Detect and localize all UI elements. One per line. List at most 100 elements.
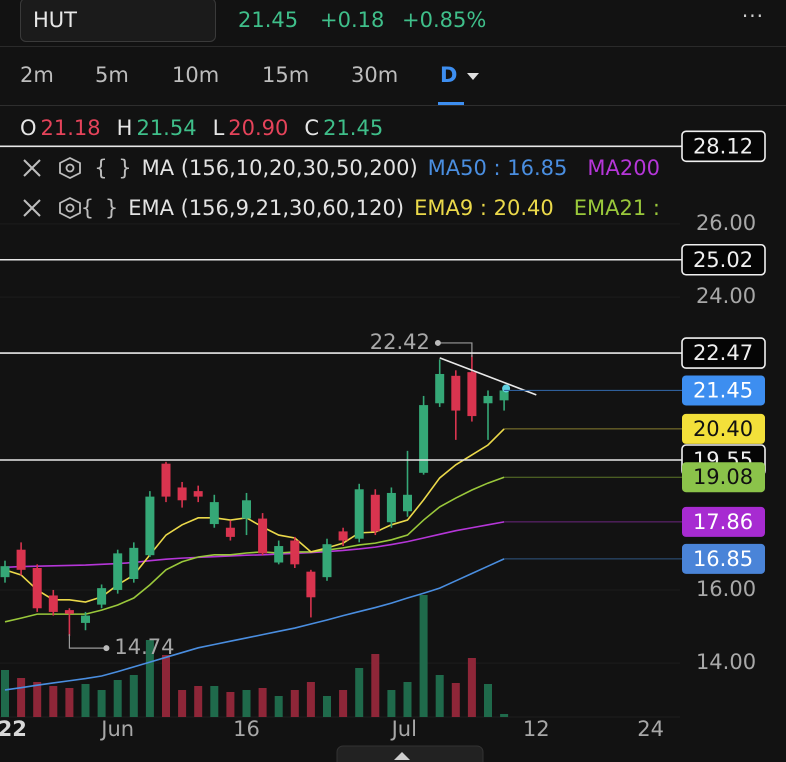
price-label-box: [682, 506, 765, 537]
price-label-text: 17.86: [693, 510, 753, 534]
price-label-text: 21.45: [693, 378, 753, 402]
volume-bar: [178, 690, 187, 717]
volume-bar: [162, 655, 170, 717]
timeframe-option[interactable]: 30m: [351, 63, 399, 87]
last-price: 21.45: [238, 8, 299, 32]
volume-bar: [194, 686, 203, 717]
dropdown-caret[interactable]: [467, 71, 480, 81]
candle-body: [258, 518, 268, 554]
caret-shape[interactable]: [467, 73, 480, 80]
price-change: +0.18: [320, 8, 385, 32]
timeframe-option[interactable]: D: [440, 63, 480, 87]
candle-body: [129, 547, 139, 579]
price-label-box: [682, 462, 765, 493]
volume-bar: [355, 668, 364, 717]
candle-body: [290, 540, 300, 565]
candle-body: [81, 615, 90, 623]
volume-bar: [17, 678, 26, 717]
settings-dot[interactable]: [65, 163, 75, 173]
indicator-settings[interactable]: [59, 156, 81, 180]
candle-body: [435, 373, 445, 404]
candle-body: [354, 489, 364, 539]
ohlc-label: O: [20, 116, 37, 140]
time-tick-label: Jun: [99, 717, 134, 741]
volume-bar: [484, 684, 492, 717]
indicator-icons: [23, 156, 81, 180]
candle-body: [145, 496, 155, 556]
volume-bar: [242, 690, 251, 717]
indicator-value: EMA9 : 20.40: [414, 196, 554, 220]
volume-bar: [435, 675, 444, 717]
active-underline: [438, 102, 464, 105]
indicator-settings[interactable]: [59, 196, 81, 220]
volume-bar: [81, 684, 90, 717]
candle-body: [32, 568, 42, 609]
indicator-code-icon[interactable]: { }: [94, 156, 134, 180]
timeframe-option[interactable]: 5m: [95, 63, 129, 87]
more-menu[interactable]: ···: [741, 4, 764, 28]
ohlc-value: 21.45: [323, 116, 384, 140]
candle-body: [306, 571, 316, 598]
top-bar: HUT 21.45 +0.18 +0.85% ···: [0, 0, 786, 47]
ohlc-label: L: [212, 116, 225, 140]
remove-stroke[interactable]: [23, 159, 41, 177]
moving-average-line: [4, 521, 505, 569]
moving-average-line: [4, 476, 505, 623]
candle-body: [225, 527, 235, 537]
volume-bar: [49, 686, 58, 717]
volume-bar: [145, 640, 154, 717]
indicator-row: { } EMA (156,9,21,30,60,120) EMA9 : 20.40 E…: [0, 190, 680, 226]
price-label-box: [682, 413, 765, 444]
candle-body: [97, 588, 107, 605]
candle-body: [370, 494, 380, 532]
volume-bar: [323, 696, 331, 717]
timeframe-option[interactable]: 2m: [20, 63, 54, 87]
handle-arrow[interactable]: [394, 752, 410, 760]
candle-body: [451, 375, 461, 411]
symbol-input[interactable]: HUT: [20, 0, 216, 42]
settings-hexagon[interactable]: [59, 156, 81, 180]
price-label-box: [681, 337, 766, 369]
volume-bar: [97, 690, 106, 717]
candle-body: [322, 544, 332, 578]
candle-body: [338, 531, 348, 541]
candle-body: [16, 549, 26, 570]
candle-body: [403, 494, 412, 512]
volume-bar: [387, 690, 396, 717]
candle-body: [48, 595, 58, 612]
remove-indicator[interactable]: [23, 159, 41, 177]
handle-tab[interactable]: [336, 745, 484, 762]
indicator-legend: { } MA (156,10,20,30,50,200) MA50 : 16.85 M…: [0, 150, 680, 226]
indicator-row: { } MA (156,10,20,30,50,200) MA50 : 16.85 M…: [0, 150, 680, 186]
ohlc-label: H: [116, 116, 133, 140]
timeframe-bar: 2m 5m 10m 15m 30m D: [0, 47, 786, 106]
price-tick-label: 24.00: [696, 284, 756, 308]
settings-hexagon[interactable]: [59, 196, 81, 220]
price-label-box: [682, 375, 765, 406]
price-tick-label: 16.00: [696, 577, 756, 601]
high-marker-dot: [434, 339, 441, 346]
settings-dot[interactable]: [65, 203, 75, 213]
candle-body: [113, 553, 123, 590]
timeframe-option[interactable]: 10m: [172, 63, 220, 87]
remove-stroke[interactable]: [23, 199, 41, 217]
indicator-name: EMA (156,9,21,30,60,120): [128, 196, 405, 220]
volume-bar: [467, 658, 476, 717]
remove-indicator[interactable]: [23, 199, 41, 217]
volume-bar: [210, 686, 219, 717]
panel-handle[interactable]: [336, 745, 484, 762]
indicator-code-icon[interactable]: { }: [80, 196, 121, 220]
price-label-box: [681, 130, 766, 163]
volume-bar: [274, 696, 283, 717]
volume-bar: [33, 682, 42, 717]
low-marker-line: [68, 634, 107, 649]
volume-bar: [403, 682, 412, 717]
volume-bar: [339, 690, 348, 717]
plot-content: 22.42 14.74: [0, 223, 680, 717]
timeframe-option[interactable]: 15m: [262, 63, 310, 87]
indicator-value: MA50 : 16.85: [427, 156, 568, 180]
volume-bar: [419, 595, 428, 717]
price-label-text: 22.47: [693, 341, 753, 365]
time-tick-label: Jul: [390, 717, 417, 741]
